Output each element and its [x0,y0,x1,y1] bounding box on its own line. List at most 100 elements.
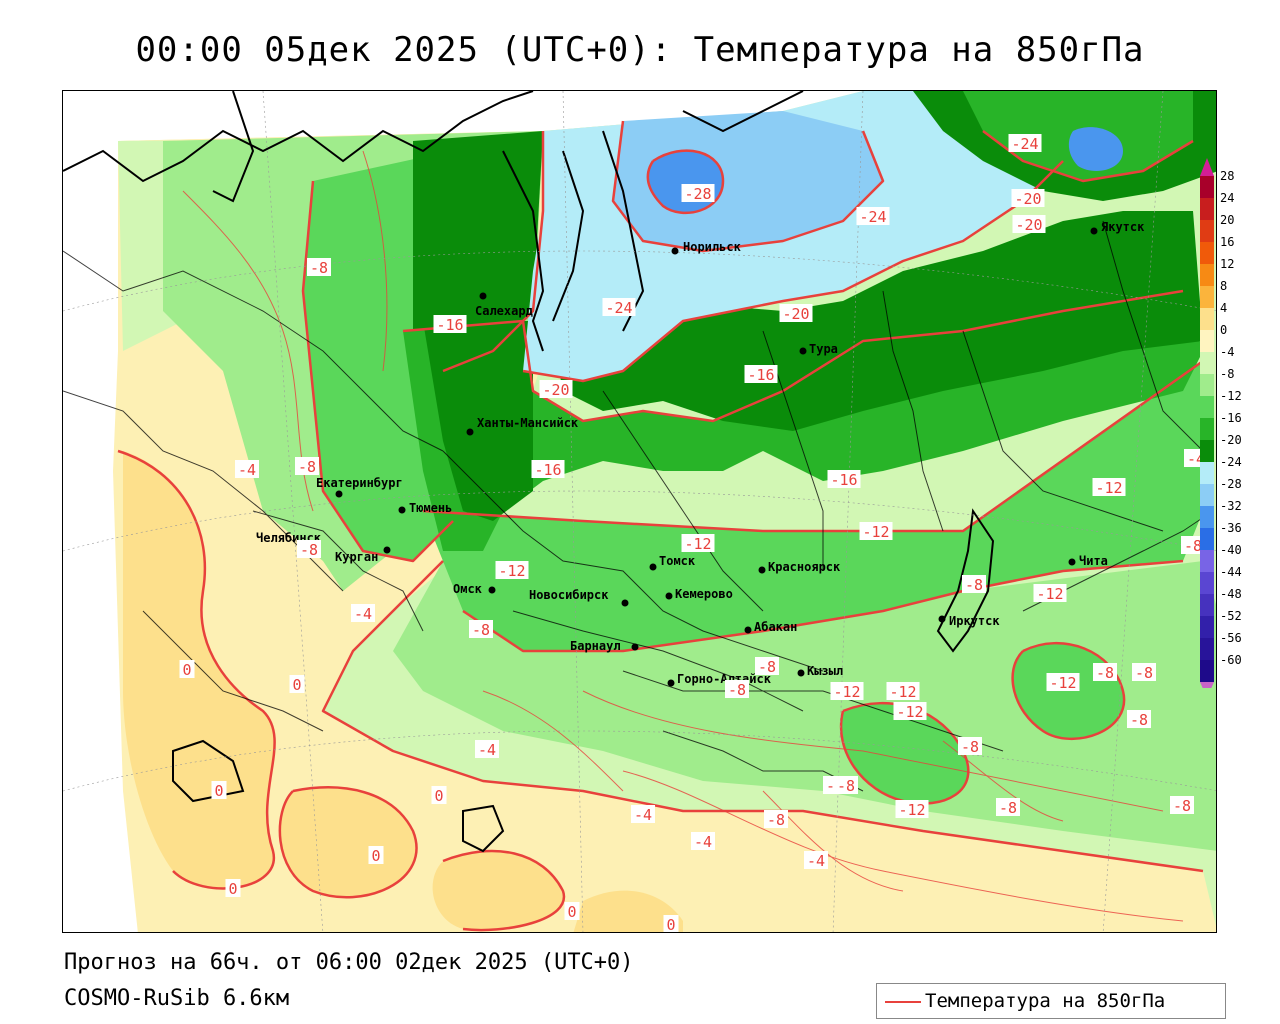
isotherm-label: -8 [1184,537,1202,555]
isotherm-label-bg [827,470,861,488]
colorbar-swatch [1200,528,1214,550]
isotherm-label-bg [1008,134,1042,152]
city-label-tyumen: Тюмень [409,501,452,515]
isotherm-label: 0 [292,676,301,694]
isotherm-label-bg [691,832,715,850]
isotherm-label: 0 [567,903,576,921]
colorbar: 28 24 20 16 12 8 4 0 -4 -8 -12 -16 -20 -24 -28 -32 -36 -4… [1200,158,1270,688]
map-panel[interactable]: Салехард Норильск Якутск Тура Ханты-Манс… [62,90,1217,933]
isotherm-label: 0 [182,661,191,679]
colorbar-swatch [1200,550,1214,572]
isotherm-label-bg [962,575,986,593]
isotherm-label: -8 [961,738,979,756]
legend-line-swatch [885,1001,921,1003]
isotherm-label: 0 [371,847,380,865]
isotherm-label-bg [179,660,195,678]
isotherm-label: -8 [767,811,785,829]
isotherm-label-bg [895,800,929,818]
isotherm-label: -24 [859,208,886,226]
city-label-abakan: Абакан [754,620,797,634]
isotherm-label-bg [531,460,565,478]
isotherm-label-bg [886,682,920,700]
city-markers: Салехард Норильск Якутск Тура Ханты-Манс… [256,220,1145,687]
isotherm-label: -16 [436,316,463,334]
colorbar-tick-label: -36 [1220,521,1242,535]
colorbar-swatch [1200,242,1214,264]
colorbar-swatch [1200,286,1214,308]
isotherm-label-bg [681,184,715,202]
isotherm-label: -20 [542,381,569,399]
colorbar-swatch [1200,352,1214,374]
isotherm-label-bg [1181,536,1205,554]
temperature-map: Салехард Норильск Якутск Тура Ханты-Манс… [63,91,1216,932]
colorbar-tick-label: 0 [1220,323,1228,337]
isotherm-label-bg [804,851,828,869]
isotherm-label: -16 [747,366,774,384]
colorbar-tick-label: -4 [1220,345,1235,359]
colorbar-tick-label: -48 [1220,587,1242,601]
city-label-kurgan: Курган [335,550,378,564]
colorbar-tick-label: -24 [1220,455,1242,469]
isotherm-label: -8 [965,576,983,594]
isotherm-label: -12 [498,562,525,580]
colorbar-tick-label: 20 [1220,213,1235,227]
isotherm-label: -8 [837,777,855,795]
city-label-norilsk: Норильск [683,240,742,254]
city-label-novosibirsk: Новосибирск [529,588,609,602]
isotherm-label-bg [859,522,893,540]
isotherm-label: -8 [1135,664,1153,682]
colorbar-swatch [1200,330,1214,352]
isotherm-label: -12 [862,523,889,541]
isotherm-label: -8 [310,259,328,277]
colorbar-tick-label: -16 [1220,411,1242,425]
isotherm-label: -8 [999,799,1017,817]
colorbar-bottom-arrow [1200,682,1214,688]
colorbar-swatch [1200,308,1214,330]
colorbar-scale [1200,158,1214,688]
isotherm-label: -8 [1173,797,1191,815]
isotherm-label-bg [1011,189,1045,207]
isotherm-label: 0 [214,782,223,800]
isotherm-label: 0 [434,787,443,805]
isotherm-label-bg [744,365,778,383]
isotherm-label: -12 [1049,674,1076,692]
colorbar-swatch [1200,638,1214,660]
isotherm-label: -20 [1014,190,1041,208]
isotherm-label-bg [1033,584,1067,602]
isotherm-label-bg [368,846,384,864]
isotherm-label-bg [469,620,493,638]
isotherm-label-bg [1170,796,1194,814]
colorbar-swatch [1200,198,1214,220]
isotherm-label-bg [1046,673,1080,691]
isotherm-label-bg [1012,215,1046,233]
isotherm-label: -20 [782,305,809,323]
colorbar-tick-label: -52 [1220,609,1242,623]
colorbar-tick-label: 8 [1220,279,1228,293]
colorbar-swatch [1200,440,1214,462]
colorbar-tick-label: -60 [1220,653,1242,667]
isotherm-label: -4 [634,806,652,824]
isotherm-label-bg [830,682,864,700]
isotherm-label: -8 [1096,664,1114,682]
isotherm-label: -4 [694,833,712,851]
isotherm-label: -12 [833,683,860,701]
isotherm-label-bg [495,561,529,579]
city-label-barnaul: Барнаул [570,639,621,653]
city-label-yakutsk: Якутск [1101,220,1145,234]
city-label-chita: Чита [1079,554,1108,568]
colorbar-tick-label: -40 [1220,543,1242,557]
legend-label: Температура на 850гПа [925,990,1166,1012]
isotherm-label-bg [1093,663,1117,681]
isotherm-label: -8 [728,681,746,699]
isotherm-label-bg [289,675,305,693]
colorbar-tick-label: -32 [1220,499,1242,513]
isotherm-label: 0 [228,880,237,898]
colorbar-tick-label: -28 [1220,477,1242,491]
city-label-kemerovo: Кемерово [675,587,733,601]
isotherm-label-bg [663,915,679,932]
isotherm-label: -16 [534,461,561,479]
isotherm-label-bg [1092,478,1126,496]
isotherm-label: -8 [298,458,316,476]
city-label-krasnoyarsk: Красноярск [768,560,841,574]
isotherm-label: -20 [1015,216,1042,234]
